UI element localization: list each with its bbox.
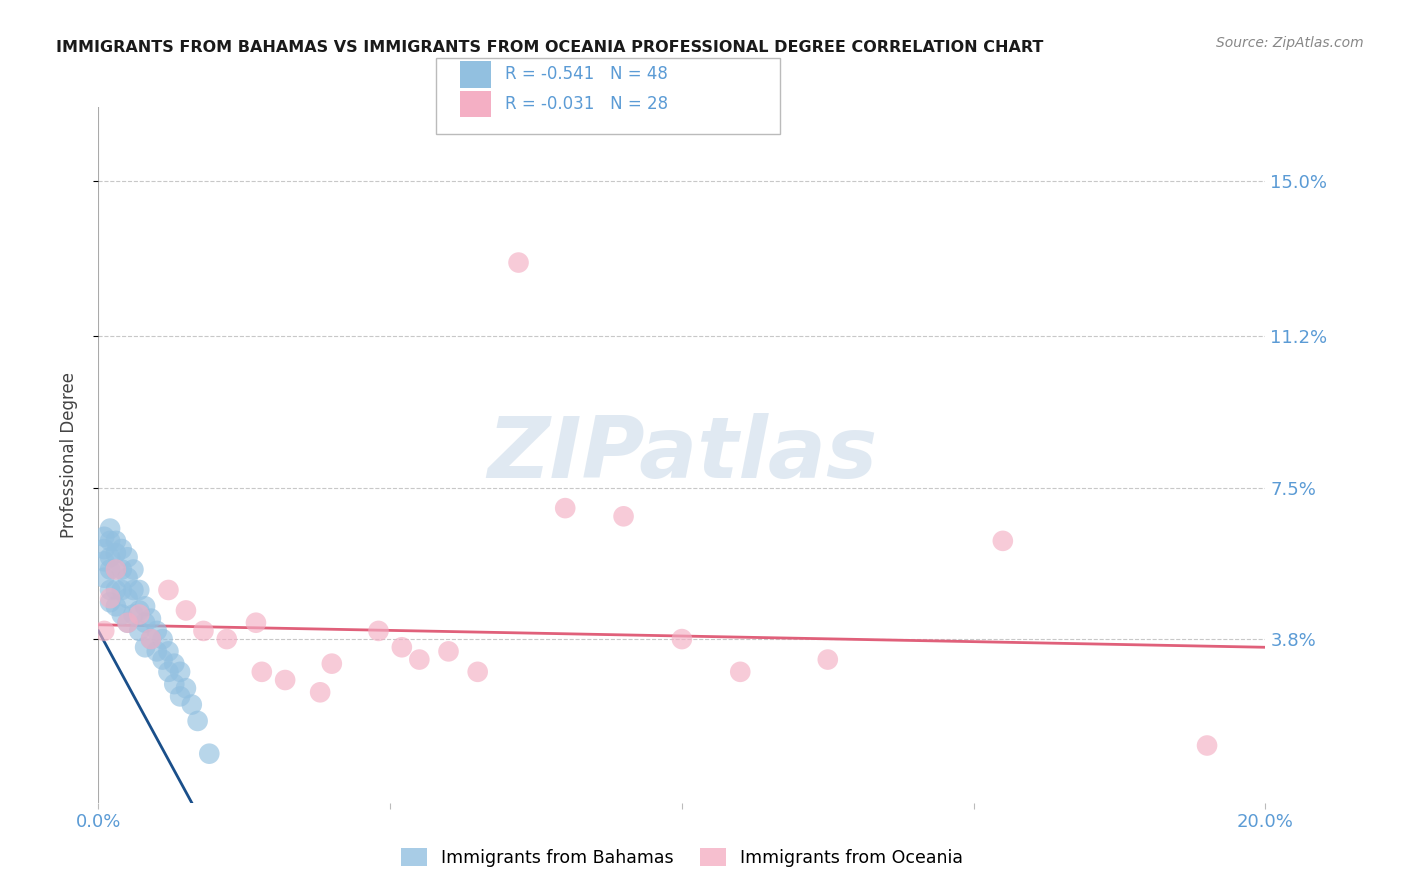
Point — [163, 657, 186, 671]
Point — [157, 582, 180, 597]
Point — [117, 550, 139, 565]
Text: ZIPatlas: ZIPatlas — [486, 413, 877, 497]
Point — [146, 624, 169, 638]
Point — [93, 530, 115, 544]
Point — [146, 644, 169, 658]
Point — [111, 542, 134, 557]
Point — [1195, 739, 1218, 753]
Point — [730, 665, 752, 679]
Point — [408, 652, 430, 666]
Point — [250, 665, 273, 679]
Point — [128, 607, 150, 622]
Point — [152, 652, 174, 666]
Point — [98, 522, 121, 536]
Point — [117, 571, 139, 585]
Point — [180, 698, 202, 712]
Point — [104, 582, 127, 597]
Point — [117, 615, 139, 630]
Point — [104, 546, 127, 560]
Point — [104, 562, 127, 576]
Point — [93, 542, 115, 557]
Point — [187, 714, 209, 728]
Point — [128, 603, 150, 617]
Point — [991, 533, 1014, 548]
Point — [128, 624, 150, 638]
Point — [98, 562, 121, 576]
Point — [169, 665, 191, 679]
Point — [309, 685, 332, 699]
Point — [152, 632, 174, 646]
Text: IMMIGRANTS FROM BAHAMAS VS IMMIGRANTS FROM OCEANIA PROFESSIONAL DEGREE CORRELATI: IMMIGRANTS FROM BAHAMAS VS IMMIGRANTS FR… — [56, 40, 1043, 55]
Point — [104, 533, 127, 548]
Point — [554, 501, 576, 516]
Point — [139, 632, 162, 646]
Point — [122, 607, 145, 622]
Point — [93, 554, 115, 568]
Point — [93, 571, 115, 585]
Point — [122, 582, 145, 597]
Point — [98, 591, 121, 606]
Point — [321, 657, 343, 671]
Point — [169, 690, 191, 704]
Point — [157, 665, 180, 679]
Text: R = -0.031   N = 28: R = -0.031 N = 28 — [505, 95, 668, 113]
Point — [111, 582, 134, 597]
Point — [193, 624, 215, 638]
Point — [367, 624, 389, 638]
Point — [437, 644, 460, 658]
Point — [134, 640, 156, 655]
Point — [134, 599, 156, 614]
Point — [508, 255, 530, 269]
Point — [117, 591, 139, 606]
Point — [98, 533, 121, 548]
Point — [163, 677, 186, 691]
Point — [174, 681, 197, 696]
Point — [104, 562, 127, 576]
Point — [215, 632, 238, 646]
Point — [174, 603, 197, 617]
Point — [98, 582, 121, 597]
Point — [134, 615, 156, 630]
Text: R = -0.541   N = 48: R = -0.541 N = 48 — [505, 65, 668, 84]
Point — [671, 632, 693, 646]
Point — [104, 599, 127, 614]
Point — [391, 640, 413, 655]
Point — [117, 615, 139, 630]
Point — [274, 673, 297, 687]
Legend: Immigrants from Bahamas, Immigrants from Oceania: Immigrants from Bahamas, Immigrants from… — [394, 841, 970, 874]
Point — [139, 612, 162, 626]
Point — [198, 747, 221, 761]
Point — [98, 550, 121, 565]
Y-axis label: Professional Degree: Professional Degree — [59, 372, 77, 538]
Point — [612, 509, 634, 524]
Point — [98, 595, 121, 609]
Point — [139, 632, 162, 646]
Point — [93, 624, 115, 638]
Point — [122, 562, 145, 576]
Point — [111, 562, 134, 576]
Point — [467, 665, 489, 679]
Point — [157, 644, 180, 658]
Point — [128, 582, 150, 597]
Point — [111, 607, 134, 622]
Point — [245, 615, 267, 630]
Point — [817, 652, 839, 666]
Text: Source: ZipAtlas.com: Source: ZipAtlas.com — [1216, 36, 1364, 50]
